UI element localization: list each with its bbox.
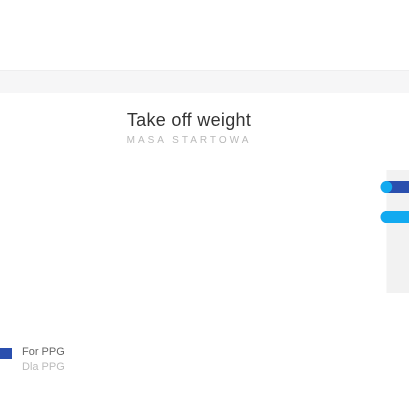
top-strip xyxy=(0,0,409,70)
bar-highlight xyxy=(380,211,409,223)
legend-label: For PPG xyxy=(22,346,65,358)
legend-swatch xyxy=(0,348,12,359)
chart-title: Take off weight xyxy=(126,110,252,130)
grid-cell xyxy=(386,170,409,293)
bar-highlight xyxy=(380,181,393,193)
section-divider xyxy=(0,70,409,93)
legend-label-secondary: Dla PPG xyxy=(22,361,65,373)
chart-subtitle: MASA STARTOWA xyxy=(126,135,252,146)
